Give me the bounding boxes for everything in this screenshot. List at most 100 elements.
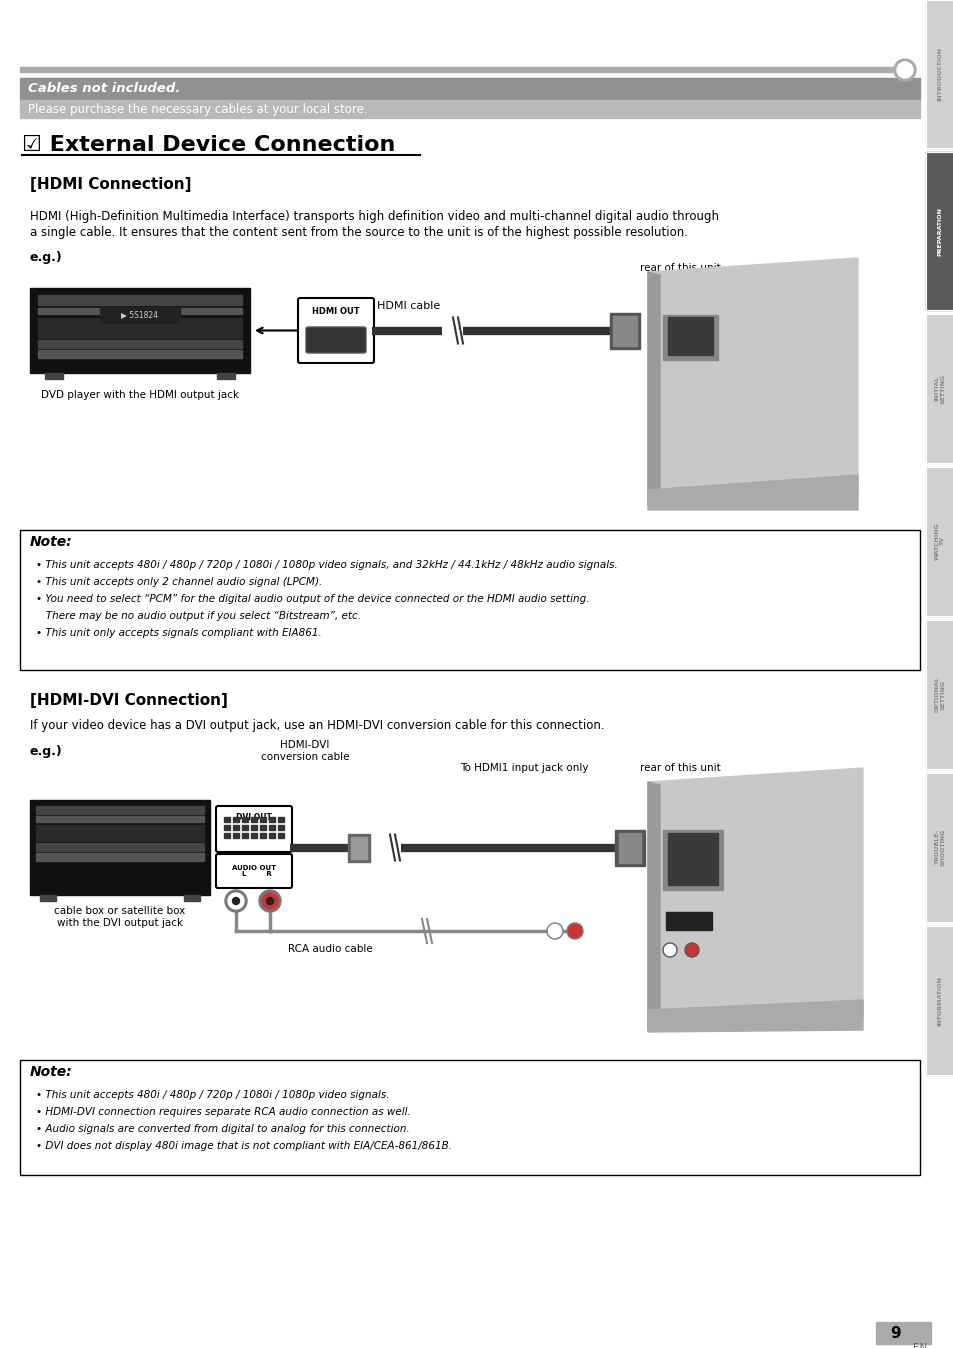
Text: AUDIO OUT
  L        R: AUDIO OUT L R [232,864,275,878]
Bar [100,307,180,324]
FancyBboxPatch shape [306,328,366,353]
Bar [36,842,204,851]
Bar [36,816,204,822]
Text: PREPARATION: PREPARATION [937,206,942,256]
Bar [667,317,712,355]
Bar [20,78,919,100]
Bar [36,825,204,841]
Circle shape [266,898,274,905]
Text: 9: 9 [890,1325,901,1340]
Text: HDMI (High-Definition Multimedia Interface) transports high definition video and: HDMI (High-Definition Multimedia Interfa… [30,210,719,222]
Text: • This unit accepts 480i / 480p / 720p / 1080i / 1080p video signals, and 32kHz : • This unit accepts 480i / 480p / 720p /… [36,559,618,570]
Bar [277,833,284,838]
Bar [925,466,953,616]
Bar [925,152,953,310]
Polygon shape [647,1000,862,1033]
Bar [233,833,239,838]
Polygon shape [647,272,659,506]
Text: ▶ 5S1824: ▶ 5S1824 [121,310,158,319]
Bar [662,315,718,360]
Bar [351,837,367,859]
Text: [HDMI-DVI Connection]: [HDMI-DVI Connection] [30,693,228,708]
Circle shape [566,923,582,940]
Bar [925,314,953,462]
Text: • Audio signals are converted from digital to analog for this connection.: • Audio signals are converted from digit… [36,1124,410,1134]
Bar [233,825,239,830]
Circle shape [262,892,277,909]
Bar [30,288,250,373]
FancyBboxPatch shape [215,806,292,852]
Text: DVI OUT: DVI OUT [235,813,272,822]
Bar [875,1322,930,1344]
Bar [925,926,953,1074]
Circle shape [225,890,247,913]
Bar [20,100,919,119]
Bar [45,373,63,379]
Bar [269,833,274,838]
Bar [224,825,230,830]
Bar [242,833,248,838]
Bar [38,340,242,348]
Polygon shape [647,768,862,1030]
Bar [269,825,274,830]
Polygon shape [647,782,659,1030]
Text: Note:: Note: [30,535,72,549]
Bar [609,313,639,349]
Bar [277,825,284,830]
Polygon shape [647,474,857,510]
Text: HDMI cable: HDMI cable [376,301,439,311]
Text: HDMI-DVI
conversion cable: HDMI-DVI conversion cable [260,740,349,762]
Text: • DVI does not display 480i image that is not compliant with EIA/CEA-861/861B.: • DVI does not display 480i image that i… [36,1140,452,1151]
Bar [224,817,230,822]
FancyBboxPatch shape [297,298,374,363]
Bar [925,926,953,1074]
Text: Note:: Note: [30,1065,72,1078]
Bar [20,67,909,71]
Circle shape [684,944,699,957]
Polygon shape [647,257,857,506]
Text: e.g.): e.g.) [30,745,63,759]
Bar [233,817,239,822]
Text: There may be no audio output if you select “Bitstream”, etc.: There may be no audio output if you sele… [36,611,360,621]
Bar [251,817,256,822]
Text: To HDMI1 input jack only: To HDMI1 input jack only [459,763,588,772]
Bar [667,833,718,886]
Bar [30,799,210,895]
Bar [242,817,248,822]
Text: If your video device has a DVI output jack, use an HDMI-DVI conversion cable for: If your video device has a DVI output ja… [30,720,604,732]
Text: INFORMATION: INFORMATION [937,976,942,1026]
Text: a single cable. It ensures that the content sent from the source to the unit is : a single cable. It ensures that the cont… [30,226,687,239]
Bar [925,0,953,148]
Text: • HDMI-DVI connection requires separate RCA audio connection as well.: • HDMI-DVI connection requires separate … [36,1107,411,1117]
Text: Please purchase the necessary cables at your local store.: Please purchase the necessary cables at … [28,102,367,116]
Bar [36,806,204,814]
Text: cable box or satellite box
with the DVI output jack: cable box or satellite box with the DVI … [54,906,186,927]
Circle shape [233,898,239,905]
Circle shape [546,923,562,940]
Bar [348,833,370,861]
Text: [HDMI Connection]: [HDMI Connection] [30,178,192,193]
Bar [269,817,274,822]
Bar [251,833,256,838]
Bar [662,830,722,890]
Circle shape [228,892,244,909]
Bar [38,318,242,338]
Bar [925,314,953,462]
Bar [925,152,953,310]
Text: EN: EN [912,1343,926,1348]
Bar [277,817,284,822]
Bar [38,295,242,305]
Bar [925,620,953,768]
Bar [618,833,640,863]
Bar [925,620,953,768]
Text: rear of this unit: rear of this unit [639,763,720,772]
Text: WATCHING
TV: WATCHING TV [934,523,944,561]
Text: OPTIONAL
SETTING: OPTIONAL SETTING [934,677,944,713]
Text: Cables not included.: Cables not included. [28,82,180,96]
Bar [40,895,56,900]
Text: • This unit only accepts signals compliant with EIA861.: • This unit only accepts signals complia… [36,628,321,638]
Text: INTRODUCTION: INTRODUCTION [937,47,942,101]
Text: ☑ External Device Connection: ☑ External Device Connection [22,135,395,155]
Text: RCA audio cable: RCA audio cable [287,944,372,954]
Bar [224,833,230,838]
